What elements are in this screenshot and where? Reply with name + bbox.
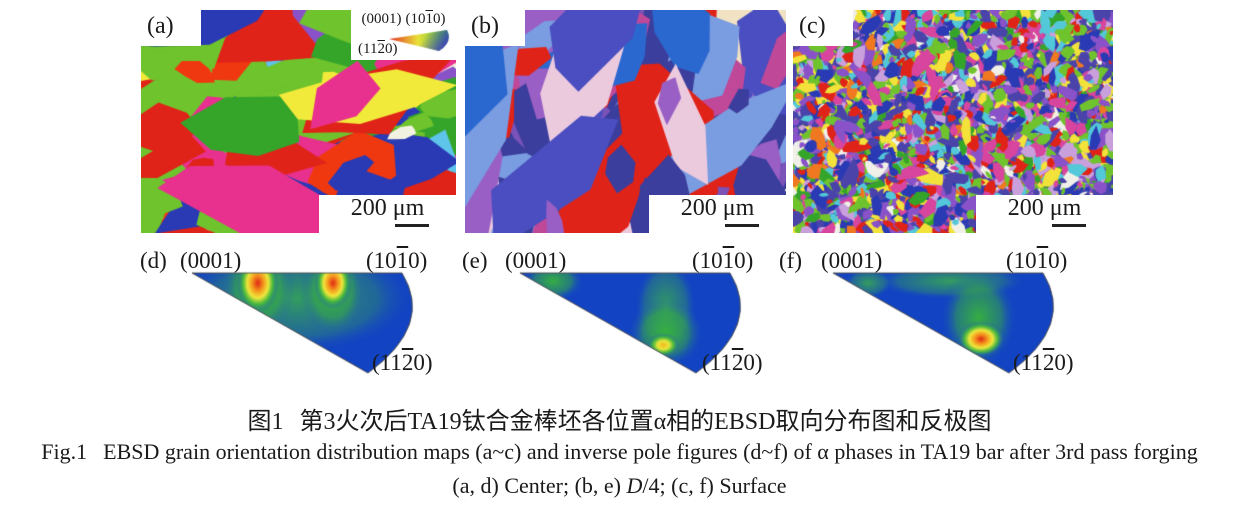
panel-label-box-a: (a) (141, 10, 201, 46)
scale-bar-line-c (1052, 224, 1086, 227)
scale-bar-b: 200 μm (649, 195, 786, 233)
scale-text-c: 200 μm (1007, 195, 1082, 221)
color-key-wedge (387, 28, 451, 52)
ipf-d-1010-label: (1010) (366, 248, 428, 273)
scale-bar-a: 200 μm (319, 195, 456, 233)
caption-sub-d-italic: D (626, 473, 643, 498)
panel-label-e: (e) (462, 248, 488, 273)
panel-label-box-b: (b) (465, 10, 525, 46)
ipf-f-1120-label: (1120) (1013, 350, 1074, 375)
caption-english-number: Fig.1 (41, 439, 88, 464)
scale-bar-c: 200 μm (976, 195, 1113, 233)
color-key-top-labels: (0001) (1010) (351, 10, 456, 28)
caption-chinese-text: 第3火次后TA19钛合金棒坯各位置α相的EBSD取向分布图和反极图 (299, 409, 992, 435)
panel-label-c: (c) (799, 13, 826, 39)
panel-label-box-c: (c) (793, 10, 853, 46)
color-key-1120-label: (1120) (358, 41, 398, 57)
ipf-f-0001-label: (0001) (821, 248, 883, 273)
caption-sub-part1: (a, d) Center; (b, e) (452, 473, 627, 498)
ipf-d-0001-label: (0001) (180, 248, 242, 273)
panel-label-d: (d) (140, 248, 167, 273)
ipf-d-1120-label: (1120) (372, 350, 433, 375)
caption-english-text: EBSD grain orientation distribution maps… (103, 439, 1198, 464)
caption-english: Fig.1 EBSD grain orientation distribution… (0, 439, 1239, 465)
caption-chinese: 图1 第3火次后TA19钛合金棒坯各位置α相的EBSD取向分布图和反极图 (0, 401, 1239, 436)
scale-bar-line-b (725, 224, 759, 227)
ipf-e-1010-label: (1010) (692, 248, 754, 273)
ebsd-map-panel-c: (c) 200 μm (793, 10, 1113, 233)
ebsd-map-panel-b: (b) 200 μm (465, 10, 786, 233)
scale-text-b: 200 μm (680, 195, 755, 221)
color-key-1010-label: (1010) (405, 11, 446, 27)
panel-label-f: (f) (779, 248, 802, 273)
caption-sublabels: (a, d) Center; (b, e) D/4; (c, f) Surfac… (0, 473, 1239, 499)
caption-chinese-number: 图1 (247, 409, 284, 435)
scale-bar-line-a (395, 224, 429, 227)
ipf-wedge-f (831, 269, 1079, 375)
ebsd-map-panel-a: (a) (0001) (1010) (1120) 200 μm (141, 10, 456, 233)
scale-text-a: 200 μm (350, 195, 425, 221)
ipf-color-key: (0001) (1010) (1120) (351, 10, 456, 60)
ipf-f-1010-label: (1010) (1006, 248, 1068, 273)
caption-sub-part2: /4; (c, f) Surface (642, 473, 787, 498)
panel-label-a: (a) (147, 13, 174, 39)
ipf-wedge-d (190, 269, 438, 375)
ipf-e-0001-label: (0001) (505, 248, 567, 273)
color-key-0001-label: (0001) (361, 11, 402, 27)
ipf-e-1120-label: (1120) (702, 350, 763, 375)
ipf-wedge-e (518, 269, 766, 375)
panel-label-b: (b) (471, 13, 499, 39)
